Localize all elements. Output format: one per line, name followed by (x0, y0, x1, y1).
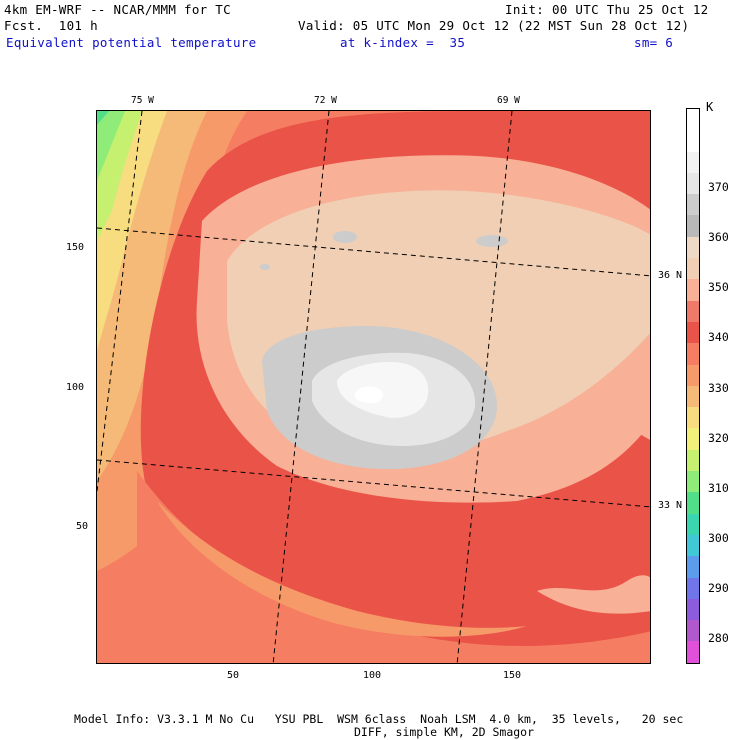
y-tick-150: 150 (66, 242, 85, 253)
colorbar-swatch (687, 556, 699, 578)
lon-label-69w: 69 W (497, 95, 520, 106)
y-tick-50: 50 (76, 521, 89, 532)
init-time: Init: 00 UTC Thu 25 Oct 12 (505, 2, 709, 17)
map-plot (96, 110, 651, 664)
colorbar-swatch (687, 641, 699, 663)
forecast-hour: Fcst. 101 h (4, 18, 98, 33)
colorbar-swatch (687, 598, 699, 621)
lat-label-36n: 36 N (658, 270, 683, 281)
x-tick-150: 150 (503, 670, 522, 681)
colorbar-swatch (687, 215, 699, 237)
lon-label-72w: 72 W (314, 95, 337, 106)
y-tick-100: 100 (66, 382, 85, 393)
colorbar-swatch (687, 492, 699, 514)
colorbar-swatch (687, 130, 699, 152)
theta-e-field (97, 111, 650, 663)
colorbar-swatch (687, 279, 699, 301)
colorbar-swatch (687, 534, 699, 557)
colorbar-swatch (687, 172, 699, 195)
smoothing-value: sm= 6 (634, 35, 674, 50)
colorbar-swatch (687, 109, 699, 131)
valid-time: Valid: 05 UTC Mon 29 Oct 12 (22 MST Sun … (298, 18, 690, 33)
colorbar-swatch (687, 428, 699, 450)
colorbar-tick-300: 300 (708, 531, 729, 545)
colorbar-tick-340: 340 (708, 330, 729, 344)
level-index: at k-index = 35 (340, 35, 466, 50)
colorbar-tick-280: 280 (708, 631, 729, 645)
colorbar-tick-360: 360 (708, 230, 729, 244)
colorbar-swatch (687, 300, 699, 322)
x-tick-50: 50 (227, 670, 240, 681)
colorbar-swatch (687, 236, 699, 259)
colorbar-swatch (687, 620, 699, 642)
model-title: 4km EM-WRF -- NCAR/MMM for TC (4, 2, 231, 17)
colorbar-swatch (687, 194, 699, 216)
footer-diffusion: DIFF, simple KM, 2D Smagor (354, 725, 535, 739)
colorbar-swatch (687, 407, 699, 429)
colorbar-swatch (687, 364, 699, 386)
colorbar-tick-330: 330 (708, 381, 729, 395)
colorbar-tick-370: 370 (708, 180, 729, 194)
colorbar-swatch (687, 343, 699, 365)
colorbar-tick-350: 350 (708, 280, 729, 294)
lat-label-33n: 33 N (658, 500, 683, 511)
colorbar-unit: K (706, 100, 714, 114)
colorbar-swatch (687, 385, 699, 408)
colorbar-swatch (687, 449, 699, 472)
colorbar-tick-290: 290 (708, 581, 729, 595)
colorbar-swatch (687, 321, 699, 344)
field-name: Equivalent potential temperature (6, 35, 257, 50)
colorbar-tick-310: 310 (708, 481, 729, 495)
colorbar-swatch (687, 258, 699, 280)
colorbar-swatch (687, 471, 699, 493)
footer-model-info: Model Info: V3.3.1 M No Cu YSU PBL WSM 6… (74, 712, 684, 726)
colorbar-swatch (687, 513, 699, 535)
x-tick-100: 100 (363, 670, 382, 681)
lon-label-75w: 75 W (131, 95, 154, 106)
colorbar-swatch (687, 151, 699, 173)
colorbar (686, 108, 700, 664)
colorbar-tick-320: 320 (708, 431, 729, 445)
colorbar-swatch (687, 577, 699, 599)
